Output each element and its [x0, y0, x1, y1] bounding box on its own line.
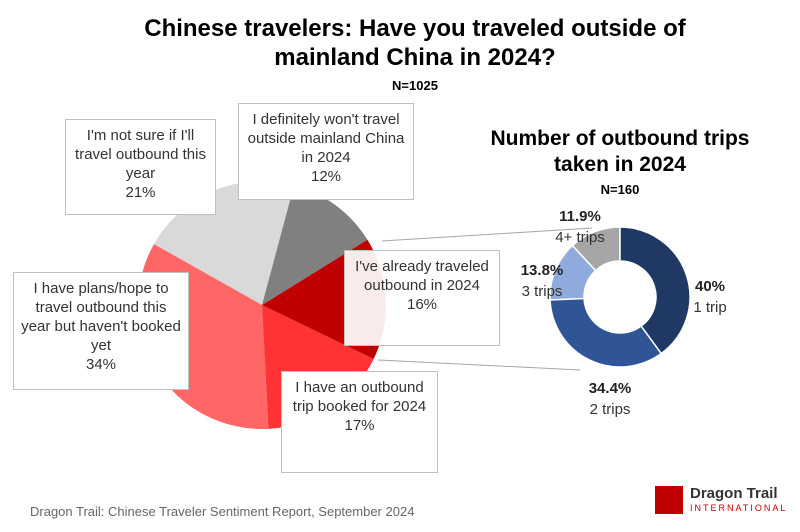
slice-label: I definitely won't travel outside mainla…: [247, 111, 405, 166]
logo-tagline: INTERNATIONAL: [690, 503, 788, 513]
callout: I have an outbound trip booked for 2024 1…: [281, 371, 438, 473]
value-label: 34.4%: [588, 380, 632, 397]
chart-title: Chinese travelers: Have you traveled out…: [144, 15, 686, 71]
value-label: 40%: [694, 278, 726, 295]
value-label: 21%: [125, 184, 156, 201]
slice-label: I have an outbound trip booked for 2024: [292, 379, 427, 415]
donut-subtitle: N=160: [600, 182, 640, 197]
slice-label: I have plans/hope to travel outbound thi…: [21, 280, 181, 354]
value-label: 17%: [344, 417, 375, 434]
callout: I've already traveled outbound in 2024 16…: [344, 250, 500, 346]
slice: [549, 244, 597, 301]
chart-subtitle: N=1025: [392, 78, 438, 93]
donut-title: Number of outbound trips taken in 2024: [490, 127, 750, 176]
data-label: 34.4% 2 trips: [570, 378, 650, 420]
slice: [549, 297, 663, 368]
value-label: 16%: [406, 296, 438, 313]
logo-icon: [655, 486, 683, 514]
callout: I'm not sure if I'll travel outbound thi…: [65, 119, 216, 215]
value-label: 12%: [310, 168, 342, 185]
data-label: 11.9% 4+ trips: [540, 206, 620, 248]
slice-label: 3 trips: [521, 283, 563, 300]
data-label: 40% 1 trip: [670, 276, 750, 318]
source: Dragon Trail: Chinese Traveler Sentiment…: [30, 504, 415, 519]
slice: [619, 226, 691, 355]
slice-label: 4+ trips: [555, 229, 605, 246]
value-label: 11.9%: [559, 208, 601, 225]
connector: [377, 359, 581, 371]
slice-label: I've already traveled outbound in 2024: [355, 258, 489, 294]
slice-label: 1 trip: [693, 299, 727, 316]
slice-label: 2 trips: [589, 401, 631, 418]
slice: [262, 185, 368, 305]
connector: [381, 227, 593, 242]
logo-name: Dragon Trail: [690, 485, 778, 502]
value-label: 34%: [85, 356, 117, 373]
callout: I definitely won't travel outside mainla…: [238, 103, 414, 200]
data-label: 13.8% 3 trips: [502, 260, 582, 302]
slice-label: I'm not sure if I'll travel outbound thi…: [75, 127, 206, 182]
callout: I have plans/hope to travel outbound thi…: [13, 272, 189, 390]
value-label: 13.8%: [520, 262, 564, 279]
